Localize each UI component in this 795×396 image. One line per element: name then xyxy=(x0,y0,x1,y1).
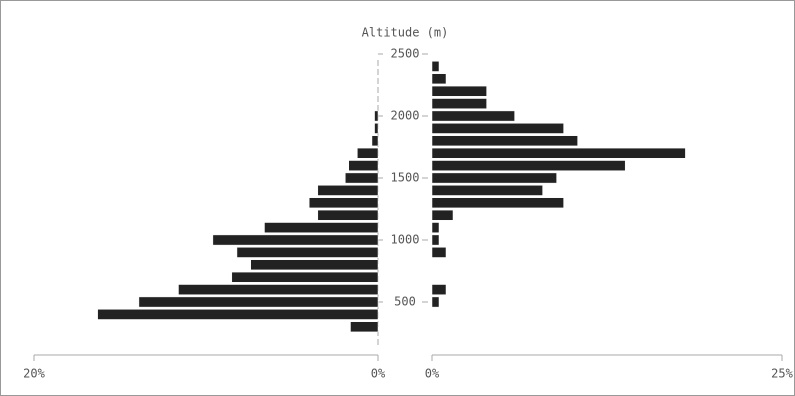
chart-title: Altitude (m) xyxy=(362,26,449,40)
bar xyxy=(97,309,379,320)
y-tick-label: 1500 xyxy=(391,171,420,185)
bar xyxy=(357,147,379,159)
bar xyxy=(348,160,379,171)
bar xyxy=(431,110,515,122)
bar xyxy=(431,234,440,246)
bar xyxy=(371,135,379,147)
bar xyxy=(431,98,487,109)
bar xyxy=(178,284,379,295)
bar xyxy=(374,110,379,122)
bar xyxy=(231,271,379,283)
bar xyxy=(431,135,578,147)
bar xyxy=(374,123,379,134)
bar xyxy=(138,296,379,308)
y-tick-label: 2500 xyxy=(391,47,420,61)
bar xyxy=(431,172,557,184)
x-tick-label: 0% xyxy=(425,367,440,381)
bar xyxy=(264,222,379,233)
bar xyxy=(431,147,686,159)
bar xyxy=(317,185,379,196)
bar xyxy=(236,247,379,258)
bar xyxy=(250,259,379,271)
bar xyxy=(345,172,379,184)
y-tick-label: 1000 xyxy=(391,233,420,247)
bar xyxy=(431,123,564,134)
bar xyxy=(431,61,440,72)
bar xyxy=(431,185,543,196)
bar xyxy=(350,321,379,333)
bar xyxy=(431,247,447,258)
y-tick-label: 2000 xyxy=(391,109,420,123)
bar xyxy=(431,160,626,171)
bar xyxy=(431,296,440,308)
x-tick-label: 0% xyxy=(371,367,386,381)
bar xyxy=(431,284,447,295)
bar xyxy=(431,85,487,97)
bar xyxy=(431,209,454,221)
bar xyxy=(431,222,440,233)
x-tick-label: 25% xyxy=(771,367,793,381)
y-tick-label: 500 xyxy=(394,295,416,309)
bar xyxy=(431,197,564,209)
bar xyxy=(212,234,379,246)
bar xyxy=(317,209,379,221)
bar xyxy=(431,73,447,85)
bar xyxy=(308,197,379,209)
x-tick-label: 20% xyxy=(23,367,45,381)
